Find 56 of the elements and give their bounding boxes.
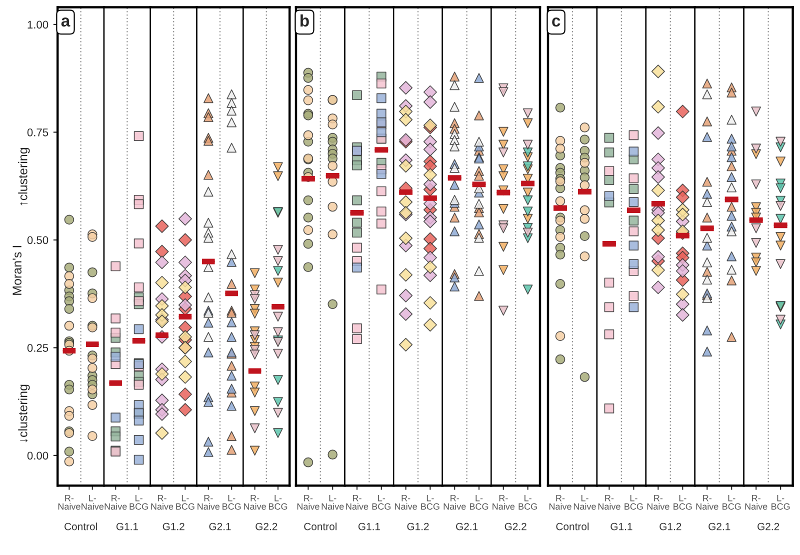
x-tick-label: L- BCG	[130, 494, 148, 510]
x-tick-label: R- Naive	[647, 494, 670, 510]
x-axis-title: G1.1	[116, 522, 138, 530]
x-axis-title: G1.1	[358, 522, 380, 530]
x-tick-label: R- Naive	[297, 494, 320, 510]
x-tick-label: L- BCG	[722, 494, 741, 510]
x-tick-label: L- Naive	[82, 494, 104, 510]
x-axis-title: G2.1	[708, 522, 730, 530]
x-tick-label: L- Naive	[574, 494, 596, 510]
y-tick-label: 0.50	[27, 236, 48, 244]
x-tick-label: R- Naive	[598, 494, 620, 510]
x-axis-title: G2.1	[209, 522, 231, 530]
x-tick-label: L- BCG	[470, 494, 488, 510]
x-axis-title: Control	[556, 522, 589, 530]
x-axis-title: Control	[64, 522, 97, 530]
x-tick-label: R- Naive	[104, 494, 127, 510]
x-axis-title: G1.2	[660, 522, 682, 530]
x-axis-title: G1.1	[610, 522, 632, 530]
x-tick-label: L- Naive	[322, 494, 344, 510]
x-tick-label: L- BCG	[772, 494, 790, 510]
x-tick-label: L- BCG	[421, 494, 440, 510]
x-axis-title: G2.1	[456, 522, 478, 530]
chart-title: a	[61, 18, 70, 27]
y-tick-label: 0.25	[27, 344, 48, 352]
y-axis-title: Moran's I	[12, 246, 22, 295]
x-tick-label: L- BCG	[268, 494, 288, 510]
chart-title: b	[300, 14, 309, 27]
x-tick-label: R- Naive	[151, 494, 174, 510]
x-tick-label: R- Naive	[244, 494, 266, 510]
x-axis-title: G2.2	[758, 522, 780, 530]
x-axis-title: G1.2	[162, 522, 184, 530]
x-axis-title: G2.2	[256, 522, 278, 530]
x-axis-title: G1.2	[407, 522, 429, 530]
x-tick-label: R- Naive	[549, 494, 572, 510]
x-tick-label: L- BCG	[674, 494, 692, 510]
y-tick-label: 1.00	[28, 20, 48, 29]
chart-title: c	[552, 18, 560, 27]
y-tick-label: 0.75	[27, 128, 48, 136]
x-tick-label: R- Naive	[346, 494, 368, 510]
text: ↑clustering	[18, 148, 30, 206]
x-tick-label: R- Naive	[745, 494, 768, 510]
x-tick-label: L- BCG	[518, 494, 537, 510]
x-tick-label: L- BCG	[624, 494, 643, 510]
x-tick-label: R- Naive	[198, 494, 220, 510]
x-tick-label: L- BCG	[372, 494, 391, 510]
x-tick-label: L- BCG	[176, 494, 194, 510]
y-tick-label: 0.00	[27, 452, 48, 460]
x-axis-title: Control	[304, 522, 336, 530]
x-tick-label: R- Naive	[492, 494, 515, 510]
x-tick-label: R- Naive	[696, 494, 718, 510]
x-tick-label: R- Naive	[395, 494, 417, 510]
x-tick-label: R- Naive	[58, 494, 80, 510]
x-axis-title: G2.2	[504, 522, 526, 530]
x-tick-label: L- BCG	[222, 494, 241, 510]
text: ↓clustering	[18, 384, 30, 442]
x-tick-label: R- Naive	[444, 494, 466, 510]
